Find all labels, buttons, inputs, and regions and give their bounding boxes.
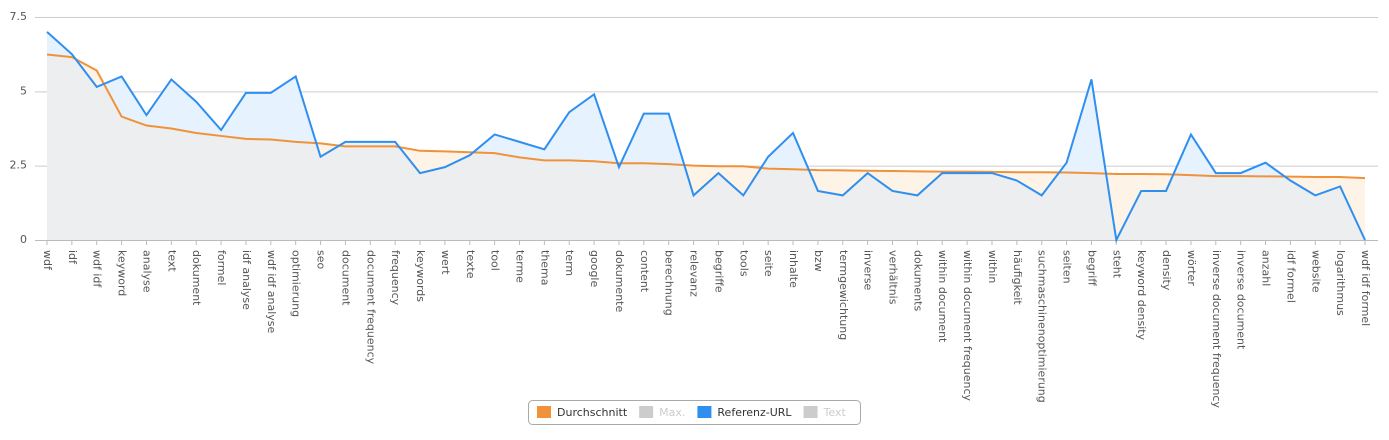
x-tick-label: google	[588, 250, 601, 287]
areas	[47, 31, 1365, 240]
x-tick-label: within document frequency	[961, 250, 974, 402]
x-tick-label: berechnung	[663, 250, 676, 316]
legend-swatch	[639, 406, 654, 418]
x-tick-label: logarithmus	[1334, 250, 1347, 316]
x-tick-label: density	[1160, 250, 1173, 291]
x-tick-label: steht	[1110, 250, 1123, 279]
x-tick-label: term	[563, 250, 576, 276]
x-tick-label: inverse document frequency	[1210, 250, 1223, 408]
x-tick-label: seiten	[1061, 250, 1074, 284]
legend-label: Max.	[659, 406, 685, 419]
x-tick-label: wdf	[41, 250, 54, 271]
legend-label: Referenz-URL	[717, 406, 792, 419]
x-tick-label: keyword	[116, 250, 129, 296]
x-tick-label: dokuments	[911, 250, 924, 311]
x-tick-label: anzahl	[1260, 250, 1273, 286]
x-tick-label: texte	[464, 250, 477, 279]
x-tick-label: dokumente	[613, 250, 626, 312]
x-tick-label: terme	[513, 250, 526, 283]
x-tick-label: wörter	[1185, 250, 1198, 286]
x-tick-label: begriff	[1085, 250, 1098, 286]
x-tick-label: bzw	[812, 250, 825, 272]
legend-label: Durchschnitt	[557, 406, 628, 419]
y-tick-label: 7.5	[10, 10, 28, 23]
x-tick-label: inverse	[862, 250, 875, 291]
x-tick-label: website	[1309, 250, 1322, 293]
x-tick-label: seo	[315, 250, 328, 269]
x-tick-label: text	[165, 250, 178, 272]
legend-swatch	[697, 406, 712, 418]
x-tick-label: optimierung	[290, 250, 303, 317]
line	[46, 53, 1366, 180]
x-tick-label: keywords	[414, 250, 427, 302]
x-tick-label: wert	[439, 250, 452, 275]
x-tick-label: keyword density	[1135, 250, 1148, 341]
overlap-area	[47, 54, 1365, 240]
x-tick-label: within document	[936, 250, 949, 343]
legend-box	[528, 400, 861, 425]
x-tick-label: formel	[215, 250, 228, 285]
x-tick-label: document	[339, 250, 352, 306]
x-tick-label: inverse document	[1235, 250, 1248, 350]
x-tick-label: häufigkeit	[1011, 250, 1024, 305]
x-tick-label: termgewichtung	[837, 250, 850, 340]
x-tick-label: frequency	[389, 250, 402, 306]
x-tick-label: verhältnis	[887, 250, 900, 305]
x-tick-label: suchmaschinenoptimierung	[1036, 250, 1049, 403]
x-tick-label: wdf idf	[91, 250, 104, 288]
x-tick-label: begriffe	[712, 250, 725, 293]
x-tick-label: relevanz	[688, 250, 701, 297]
x-tick-label: document frequency	[364, 250, 377, 365]
x-tick-label: wdf idf formel	[1359, 250, 1372, 326]
y-tick-label: 0	[20, 233, 27, 246]
legend-label: Text	[823, 406, 847, 419]
y-tick-label: 5	[20, 84, 27, 97]
x-tick-label: tools	[737, 250, 750, 277]
legend-swatch	[537, 406, 551, 418]
x-tick-label: within	[986, 250, 999, 283]
x-tick-label: analyse	[140, 250, 153, 293]
x-tick-label: wdf idf analyse	[265, 250, 278, 334]
legend-swatch	[803, 406, 818, 418]
x-tick-label: dokument	[190, 250, 203, 306]
y-tick-label: 2.5	[10, 159, 28, 172]
x-tick-label: tool	[489, 250, 502, 271]
x-tick-label: idf	[66, 250, 79, 265]
x-tick-label: inhalte	[787, 250, 800, 288]
x-tick-label: seite	[762, 250, 775, 277]
x-tick-label: idf analyse	[240, 250, 253, 310]
x-tick-label: idf formel	[1284, 250, 1297, 303]
x-tick-label: content	[638, 250, 651, 293]
x-tick-label: thema	[538, 250, 551, 286]
line	[46, 31, 1366, 244]
